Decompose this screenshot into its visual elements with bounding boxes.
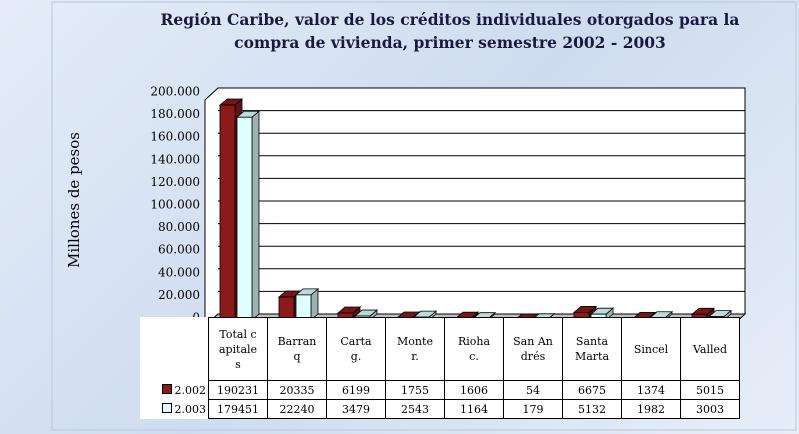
value-cell: 1982 (621, 399, 681, 419)
value-cell: 190231 (208, 380, 268, 400)
value-cell: 1164 (444, 399, 504, 419)
category-cell: Santa Marta (562, 317, 622, 381)
category-label: Santa Marta (574, 335, 610, 363)
y-tick-label: 80.000 (158, 220, 200, 234)
category-label: Cartag. (340, 335, 372, 363)
y-tick-label: 160.000 (150, 130, 200, 144)
category-label: Total capitales (218, 327, 258, 371)
legend-swatch (161, 383, 172, 394)
value-cell: 179451 (208, 399, 268, 419)
category-cell: Valled (680, 317, 740, 381)
data-table: Total capitales Barranq Cartag. Monter. Rioh… (140, 317, 740, 419)
y-tick-label: 60.000 (158, 243, 200, 257)
category-row: Total capitales Barranq Cartag. Monter. Rioh… (140, 317, 740, 381)
category-cell: San Andrés (503, 317, 563, 381)
series-row: 2.002 190231 20335 6199 1755 1606 54 6675 1374 50… (140, 380, 740, 400)
value-cell: 1755 (385, 380, 445, 400)
bar-side (251, 110, 260, 321)
value-cell: 179 (503, 399, 563, 419)
y-tick-label: 40.000 (158, 265, 200, 279)
category-cell: Barranq (267, 317, 327, 381)
bar (236, 116, 253, 321)
y-tick-label: 200.000 (150, 85, 200, 99)
value-cell: 54 (503, 380, 563, 400)
series-row: 2.003 179451 22240 3479 2543 1164 179 5132 1982 3… (140, 399, 740, 419)
value-cell: 1606 (444, 380, 504, 400)
value-cell: 20335 (267, 380, 327, 400)
value-cell: 2543 (385, 399, 445, 419)
category-label: Sincel (633, 342, 669, 356)
legend-swatch (161, 402, 172, 413)
category-cell: Total capitales (208, 317, 268, 381)
value-cell: 6199 (326, 380, 386, 400)
category-label: Valled (692, 342, 728, 356)
bar (219, 104, 236, 321)
y-axis-title: Millones de pesos (65, 132, 83, 268)
category-label: Monter. (397, 335, 433, 363)
legend-cell: 2.002 (140, 380, 209, 400)
y-tick-label: 140.000 (150, 152, 200, 166)
value-cell: 3479 (326, 399, 386, 419)
category-cell: Cartag. (326, 317, 386, 381)
y-tick-label: 100.000 (150, 198, 200, 212)
category-label: Riohac. (457, 335, 491, 363)
chart-border (51, 1, 797, 431)
blank-cell (140, 317, 209, 381)
value-cell: 1374 (621, 380, 681, 400)
y-tick-label: 20.000 (158, 288, 200, 302)
category-label: Barranq (277, 335, 317, 363)
legend-cell: 2.003 (140, 399, 209, 419)
y-tick-label: 180.000 (150, 107, 200, 121)
chart-title: Región Caribe, valor de los créditos ind… (160, 10, 740, 52)
category-cell: Monter. (385, 317, 445, 381)
value-cell: 6675 (562, 380, 622, 400)
value-cell: 3003 (680, 399, 740, 419)
category-cell: Riohac. (444, 317, 504, 381)
y-tick-label: 120.000 (150, 175, 200, 189)
category-cell: Sincel (621, 317, 681, 381)
value-cell: 22240 (267, 399, 327, 419)
legend-label: 2.002 (174, 383, 207, 397)
value-cell: 5015 (680, 380, 740, 400)
value-cell: 5132 (562, 399, 622, 419)
category-label: San Andrés (513, 335, 553, 363)
legend-label: 2.003 (174, 402, 207, 416)
plot-area (204, 87, 746, 328)
